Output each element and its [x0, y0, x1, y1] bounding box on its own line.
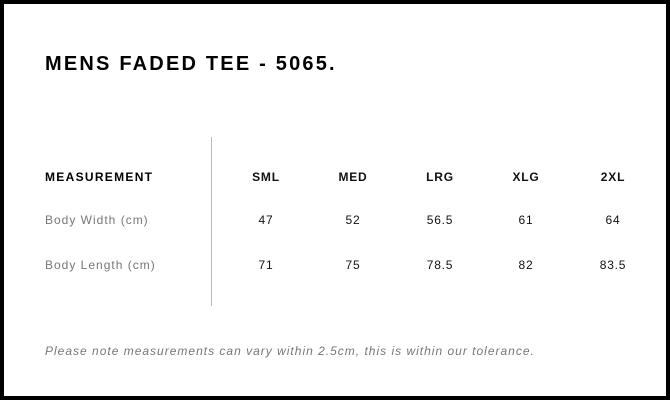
table-cell: 71	[258, 258, 274, 272]
table-cell: 47	[258, 213, 274, 227]
column-header-size: MED	[338, 170, 368, 184]
table-cell: 61	[518, 213, 534, 227]
tolerance-note: Please note measurements can vary within…	[45, 344, 535, 358]
row-label: Body Length (cm)	[45, 258, 156, 272]
table-cell: 64	[605, 213, 621, 227]
table-cell: 75	[345, 258, 361, 272]
column-header-measurement: MEASUREMENT	[45, 170, 154, 184]
table-cell: 56.5	[426, 213, 454, 227]
column-header-size: 2XL	[600, 170, 626, 184]
column-header-size: LRG	[426, 170, 454, 184]
table-cell: 52	[345, 213, 361, 227]
row-label: Body Width (cm)	[45, 213, 149, 227]
table-cell: 78.5	[426, 258, 454, 272]
page-title: MENS FADED TEE - 5065.	[45, 53, 337, 75]
table-cell: 83.5	[599, 258, 627, 272]
column-header-size: XLG	[512, 170, 540, 184]
column-header-size: SML	[252, 170, 280, 184]
size-chart-card: MENS FADED TEE - 5065. MEASUREMENT SML MED…	[4, 4, 666, 396]
column-divider	[211, 137, 212, 306]
table-cell: 82	[518, 258, 534, 272]
